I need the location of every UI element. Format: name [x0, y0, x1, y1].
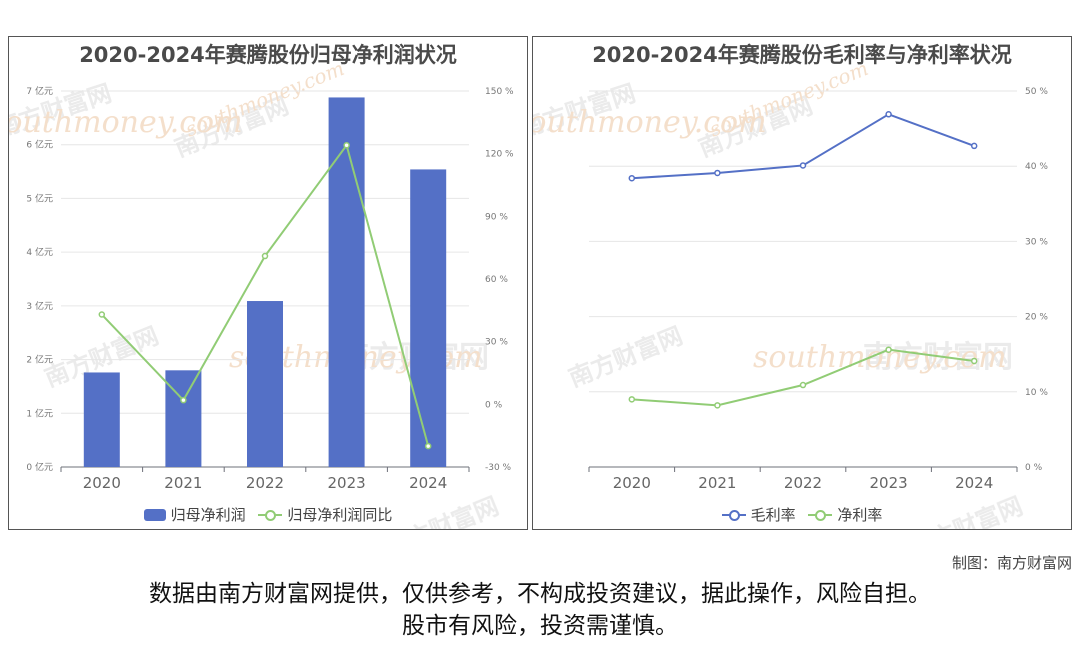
bar	[328, 97, 365, 467]
bar-swatch-icon	[143, 508, 166, 521]
y2-tick-label: 120 %	[485, 150, 514, 160]
line-point	[799, 381, 807, 389]
x-tick-label: 2022	[784, 474, 822, 492]
line-point	[180, 396, 187, 404]
chart-legend: 毛利率 净利率	[533, 504, 1071, 525]
y2-tick-label: 0 %	[485, 400, 503, 410]
x-tick-label: 2022	[246, 474, 284, 492]
y-tick-label: 10 %	[1025, 388, 1048, 398]
line-point	[714, 169, 721, 177]
legend-label: 毛利率	[750, 506, 796, 524]
net-profit-chart-panel: 南方财富网南方财富网南方财富网南方财富网南方财富网南方财富网southmoney…	[8, 36, 528, 530]
legend-item-net-margin[interactable]: 净利率	[808, 504, 882, 525]
watermark-text: southmoney.com	[533, 105, 767, 140]
chart-credit: 制图：南方财富网	[951, 554, 1072, 572]
watermark-text: southmoney.com	[753, 340, 1007, 375]
bar	[247, 301, 283, 467]
watermark-text: southmoney.com	[9, 105, 243, 140]
legend-item-net-profit-yoy[interactable]: 归母净利润同比	[258, 504, 392, 525]
line-point	[628, 396, 636, 403]
margin-chart-panel: 南方财富网南方财富网南方财富网南方财富网南方财富网南方财富网southmoney…	[532, 36, 1072, 530]
watermark-text: 南方财富网	[863, 340, 1013, 375]
line-point	[628, 174, 636, 182]
line-point	[714, 402, 721, 409]
y2-tick-label: 30 %	[485, 338, 508, 348]
y-tick-label: 0 亿元	[26, 461, 53, 473]
y-tick-label: 1 亿元	[26, 407, 53, 419]
line-point	[98, 311, 106, 318]
line-point	[424, 442, 432, 450]
y-tick-label: 6 亿元	[26, 139, 53, 151]
y-tick-label: 7 亿元	[26, 85, 53, 97]
y-tick-label: 4 亿元	[26, 246, 53, 258]
x-tick-label: 2023	[870, 474, 908, 492]
line-point	[261, 252, 269, 260]
chart-title: 2020-2024年赛腾股份归母净利润状况	[79, 43, 457, 67]
x-tick-label: 2020	[613, 474, 651, 492]
y-tick-label: 3 亿元	[26, 300, 53, 312]
legend-item-gross-margin[interactable]: 毛利率	[721, 504, 796, 525]
line-swatch-icon	[258, 509, 283, 521]
line-point	[885, 111, 892, 118]
chart-title: 2020-2024年赛腾股份毛利率与净利率状况	[592, 43, 1012, 67]
y2-tick-label: 150 %	[485, 87, 514, 97]
y-tick-label: 20 %	[1025, 313, 1048, 323]
net-profit-chart: 南方财富网南方财富网南方财富网南方财富网南方财富网南方财富网southmoney…	[9, 56, 514, 529]
line-point	[799, 162, 807, 169]
line-swatch-icon	[808, 509, 833, 521]
x-tick-label: 2023	[328, 474, 366, 492]
x-tick-label: 2020	[83, 474, 121, 492]
x-tick-label: 2021	[164, 474, 202, 492]
y2-tick-label: 60 %	[485, 275, 508, 285]
x-tick-label: 2024	[409, 474, 447, 492]
margin-chart: 南方财富网南方财富网南方财富网南方财富网南方财富网南方财富网southmoney…	[533, 56, 1048, 529]
line-swatch-icon	[721, 509, 746, 521]
watermark-group: 南方财富网南方财富网南方财富网南方财富网南方财富网南方财富网southmoney…	[533, 56, 1027, 529]
line-point	[343, 142, 350, 149]
legend-label: 归母净利润同比	[287, 506, 393, 524]
legend-label: 归母净利润	[170, 506, 246, 524]
bar	[165, 370, 202, 467]
y-tick-label: 30 %	[1025, 237, 1048, 247]
legend-item-net-profit[interactable]: 归母净利润	[143, 504, 246, 525]
y-tick-label: 5 亿元	[26, 192, 53, 204]
x-tick-label: 2021	[698, 474, 736, 492]
x-tick-label: 2024	[955, 474, 993, 492]
chart-legend: 归母净利润 归母净利润同比	[9, 504, 527, 525]
disclaimer: 数据由南方财富网提供，仅供参考，不构成投资建议，据此操作，风险自担。 股市有风险…	[0, 578, 1080, 642]
legend-label: 净利率	[837, 506, 883, 524]
bar	[410, 169, 447, 467]
y2-tick-label: 90 %	[485, 212, 508, 222]
line-point	[970, 357, 978, 365]
y-tick-label: 0 %	[1025, 463, 1043, 473]
line-point	[970, 142, 978, 150]
y2-tick-label: -30 %	[485, 463, 512, 473]
disclaimer-line: 数据由南方财富网提供，仅供参考，不构成投资建议，据此操作，风险自担。	[149, 581, 931, 607]
bar	[83, 372, 120, 467]
line-point	[885, 346, 892, 353]
watermark-text: 南方财富网	[565, 322, 687, 393]
disclaimer-line: 股市有风险，投资需谨慎。	[402, 613, 678, 639]
y-tick-label: 40 %	[1025, 162, 1048, 172]
y-tick-label: 50 %	[1025, 87, 1048, 97]
y-tick-label: 2 亿元	[26, 354, 53, 366]
